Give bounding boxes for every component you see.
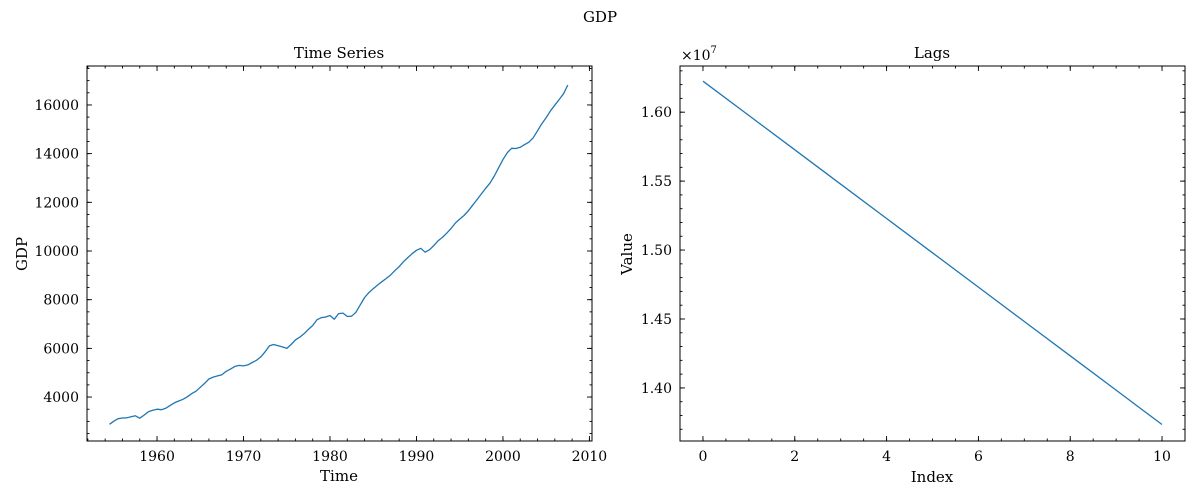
time-series-x-tick-label: 1990 <box>399 449 435 465</box>
figure-title: GDP <box>583 8 617 26</box>
lags-y-tick-label: 1.40 <box>641 381 672 397</box>
time-series-y-tick-label: 12000 <box>34 195 79 211</box>
lags-x-tick-label: 4 <box>882 449 891 465</box>
lags-plot: Lags Index Value ×107 0 2 4 6 8 10 1.40 1.45 1.5… <box>618 44 1186 486</box>
lags-ylabel: Value <box>618 233 636 276</box>
time-series-xlabel: Time <box>320 467 358 485</box>
time-series-x-tick-label: 1960 <box>139 449 175 465</box>
lags-x-tick-label: 0 <box>698 449 707 465</box>
lags-x-tick-label: 2 <box>790 449 799 465</box>
time-series-axes-frame <box>86 65 593 442</box>
lags-y-tick-label: 1.55 <box>641 174 672 190</box>
lags-offset-base: ×10 <box>681 48 711 64</box>
lags-y-tick-label: 1.50 <box>641 243 672 259</box>
time-series-plot: Time Series Time GDP 1960 1970 1980 1990 200… <box>13 44 607 485</box>
lags-offset-exponent: 7 <box>711 45 717 56</box>
time-series-y-tick-label: 10000 <box>34 244 79 260</box>
lags-y-tick-label: 1.45 <box>641 312 672 328</box>
time-series-x-tick-label: 1970 <box>226 449 262 465</box>
time-series-ylabel: GDP <box>13 237 31 271</box>
lags-y-tick-label: 1.60 <box>641 105 672 121</box>
time-series-series-line <box>109 84 569 425</box>
lags-title: Lags <box>914 44 950 62</box>
time-series-x-tick-label: 2010 <box>572 449 608 465</box>
lags-offset-text: ×107 <box>681 45 717 64</box>
lags-x-tick-label: 10 <box>1153 449 1171 465</box>
time-series-y-tick-label: 14000 <box>34 147 79 163</box>
time-series-x-tick-label: 2000 <box>485 449 521 465</box>
lags-x-tick-label: 6 <box>974 449 983 465</box>
lags-series-line <box>702 80 1163 426</box>
time-series-y-tick-label: 16000 <box>34 98 79 114</box>
lags-xlabel: Index <box>911 468 954 486</box>
time-series-y-tick-label: 8000 <box>43 293 79 309</box>
time-series-title: Time Series <box>294 44 384 62</box>
lags-x-tick-label: 8 <box>1066 449 1075 465</box>
time-series-y-tick-label: 6000 <box>43 341 79 357</box>
time-series-y-tick-label: 4000 <box>43 390 79 406</box>
time-series-x-tick-label: 1980 <box>312 449 348 465</box>
